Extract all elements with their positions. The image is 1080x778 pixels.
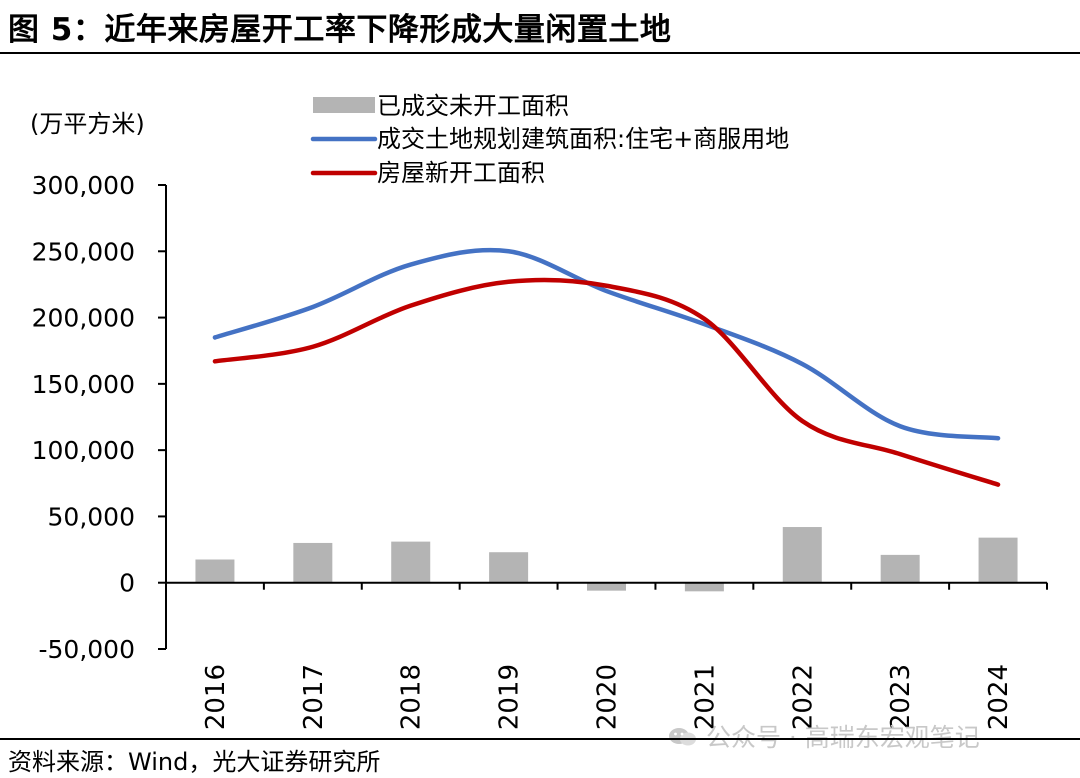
legend-swatch-bars [313, 97, 375, 113]
x-tick-label: 2022 [788, 664, 818, 730]
chart-title: 图 5：近年来房屋开工率下降形成大量闲置土地 [8, 12, 672, 48]
y-tick-label: -50,000 [39, 635, 136, 664]
y-tick-label: 300,000 [32, 171, 135, 200]
y-tick-label: 50,000 [48, 502, 135, 531]
legend-label-starts: 房屋新开工面积 [377, 159, 545, 187]
bar-2019 [489, 552, 529, 583]
watermark-text: 公众号 · 高瑞东宏观笔记 [705, 723, 980, 752]
line-new-starts [212, 277, 1001, 487]
bar-2022 [782, 527, 822, 583]
legend-label-land: 成交土地规划建筑面积:住宅+商服用地 [377, 125, 789, 153]
line-land-area [212, 247, 1001, 441]
y-tick-label: 100,000 [32, 436, 135, 465]
source-note: 资料来源：Wind，光大证券研究所 [8, 748, 381, 776]
y-tick-label: 200,000 [32, 304, 135, 333]
bar-2020 [587, 582, 626, 591]
bar-2017 [293, 542, 333, 583]
legend-label-bars: 已成交未开工面积 [377, 92, 569, 120]
bar-2021 [684, 582, 724, 592]
tick-labels: -50,000 0 50,000 100,000 150,000 200,000 250,0… [32, 171, 1014, 730]
x-tick-label: 2018 [397, 664, 427, 730]
bar-2018 [391, 541, 431, 583]
y-tick-label: 0 [119, 569, 135, 598]
chart-axes [158, 184, 1048, 650]
bar-2023 [880, 554, 920, 583]
y-axis-label: (万平方米) [30, 110, 145, 138]
bar-2016 [195, 559, 235, 583]
y-tick-label: 150,000 [32, 370, 135, 399]
x-tick-label: 2023 [886, 664, 916, 730]
x-tick-label: 2016 [201, 664, 231, 730]
wechat-icon [669, 728, 696, 746]
x-tick-label: 2019 [495, 664, 525, 730]
x-tick-label: 2021 [690, 664, 720, 730]
x-tick-label: 2024 [984, 664, 1014, 730]
x-tick-label: 2017 [299, 664, 329, 730]
line-series [212, 247, 1001, 487]
footer-divider [0, 738, 1080, 740]
y-tick-label: 250,000 [32, 237, 135, 266]
chart-area: -50,000 0 50,000 100,000 150,000 200,000 250,0… [30, 92, 1048, 730]
chart-legend: 已成交未开工面积 成交土地规划建筑面积:住宅+商服用地 房屋新开工面积 [310, 92, 789, 187]
bar-series [195, 527, 1018, 592]
x-tick-label: 2020 [593, 664, 623, 730]
watermark: 公众号 · 高瑞东宏观笔记 [668, 718, 980, 754]
bar-2024 [978, 537, 1018, 583]
title-divider [0, 52, 1080, 54]
